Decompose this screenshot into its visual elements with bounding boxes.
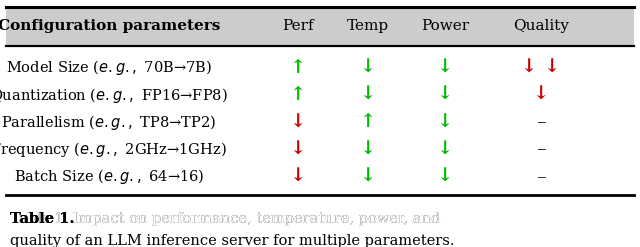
Text: ↓: ↓ <box>436 168 453 185</box>
Text: ↓: ↓ <box>289 168 306 185</box>
Text: ↓: ↓ <box>436 113 453 131</box>
Text: Table 1. Impact on performance, temperature, power, and: Table 1. Impact on performance, temperat… <box>10 212 440 226</box>
Text: Table 1.: Table 1. <box>10 212 74 226</box>
Text: ↓: ↓ <box>521 59 538 77</box>
Text: Perf: Perf <box>282 19 314 33</box>
Text: ↓: ↓ <box>289 141 306 158</box>
Text: ↓: ↓ <box>544 59 561 77</box>
Text: Parallelism ($\it{e.g.,}$ TP8→TP2): Parallelism ($\it{e.g.,}$ TP8→TP2) <box>1 113 216 132</box>
Text: Table 1.: Table 1. <box>10 212 74 226</box>
Text: Frequency ($\it{e.g.,}$ 2GHz→1GHz): Frequency ($\it{e.g.,}$ 2GHz→1GHz) <box>0 140 227 159</box>
Text: ↓: ↓ <box>360 141 376 158</box>
Text: ↓: ↓ <box>360 86 376 104</box>
Text: ↓: ↓ <box>532 86 549 104</box>
Text: Power: Power <box>420 19 469 33</box>
Text: Table 1. Impact on performance, temperature, power, and: Table 1. Impact on performance, temperat… <box>10 212 440 226</box>
Text: ↑: ↑ <box>360 113 376 131</box>
Text: ↓: ↓ <box>436 141 453 158</box>
Text: ↓: ↓ <box>436 86 453 104</box>
Text: ↑: ↑ <box>289 59 306 77</box>
Text: Batch Size ($\it{e.g.,}$ 64→16): Batch Size ($\it{e.g.,}$ 64→16) <box>13 167 204 186</box>
Text: Quality: Quality <box>513 19 569 33</box>
Text: Configuration parameters: Configuration parameters <box>0 19 220 33</box>
Text: –: – <box>536 113 546 131</box>
Text: ↓: ↓ <box>360 168 376 185</box>
Bar <box>6 7 634 46</box>
Text: ↓: ↓ <box>360 59 376 77</box>
Text: Model Size ($\it{e.g.,}$ 70B→7B): Model Size ($\it{e.g.,}$ 70B→7B) <box>6 59 212 77</box>
Text: Temp: Temp <box>347 19 389 33</box>
Text: ↓: ↓ <box>289 113 306 131</box>
Text: quality of an LLM inference server for multiple parameters.: quality of an LLM inference server for m… <box>10 234 454 247</box>
Text: –: – <box>536 168 546 185</box>
Text: ↑: ↑ <box>289 86 306 104</box>
Text: Quantization ($\it{e.g.,}$ FP16→FP8): Quantization ($\it{e.g.,}$ FP16→FP8) <box>0 86 228 104</box>
Text: ↓: ↓ <box>436 59 453 77</box>
Text: –: – <box>536 141 546 158</box>
